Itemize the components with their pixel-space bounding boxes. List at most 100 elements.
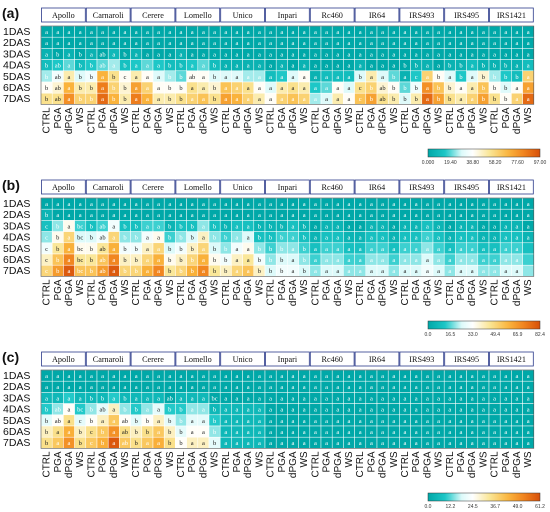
- cultivar-header-box: [85, 7, 131, 23]
- cell-letter: a: [236, 223, 239, 230]
- column-label: CTRL: [445, 107, 456, 134]
- cell-letter: a: [56, 384, 59, 391]
- cell-letter: a: [504, 246, 507, 253]
- cell-letter: a: [303, 74, 306, 81]
- cell-letter: a: [168, 51, 171, 58]
- cell-letter: a: [336, 246, 339, 253]
- cell-letter: a: [292, 51, 295, 58]
- cell-letter: a: [381, 418, 384, 425]
- cell-letter: a: [426, 51, 429, 58]
- cultivar-header-box: [399, 7, 445, 23]
- cell-letter: a: [426, 395, 429, 402]
- column-label: dPGA: [243, 107, 254, 134]
- column-label: CTRL: [355, 279, 366, 306]
- cell-letter: a: [426, 373, 429, 380]
- cell-letter: a: [370, 51, 373, 58]
- cell-letter: a: [504, 440, 507, 447]
- cultivar-label: Rc460: [322, 11, 343, 20]
- cell-letter: a: [224, 63, 227, 70]
- cultivar-header-box: [265, 351, 310, 367]
- cell-letter: a: [157, 201, 160, 208]
- cell-letter: b: [437, 74, 440, 81]
- cell-letter: a: [236, 40, 239, 47]
- cell-letter: b: [135, 440, 138, 447]
- cell-letter: a: [348, 384, 351, 391]
- cell-letter: a: [493, 235, 496, 242]
- cell-letter: a: [236, 246, 239, 253]
- cell-letter: a: [191, 429, 194, 436]
- cell-letter: b: [168, 407, 171, 414]
- cell-letter: b: [123, 268, 126, 275]
- cell-letter: a: [336, 74, 339, 81]
- cell-letter: b: [213, 63, 216, 70]
- cell-letter: a: [359, 246, 362, 253]
- cell-letter: a: [79, 395, 82, 402]
- panel-label: (a): [2, 5, 19, 21]
- cell-letter: a: [392, 235, 395, 242]
- colorbar: [427, 320, 541, 330]
- cell-letter: a: [415, 257, 418, 264]
- cell-letter: a: [135, 373, 138, 380]
- cell-letter: a: [348, 418, 351, 425]
- cell-letter: b: [90, 268, 93, 275]
- cell-letter: a: [404, 212, 407, 219]
- cell-letter: b: [224, 223, 227, 230]
- cell-letter: a: [157, 418, 160, 425]
- cell-letter: a: [146, 51, 149, 58]
- cell-letter: a: [437, 373, 440, 380]
- column-label: dPGA: [422, 451, 433, 478]
- cultivar-label: Inpari: [278, 183, 298, 192]
- heatmap-cell: [522, 242, 535, 255]
- cell-letter: a: [460, 201, 463, 208]
- column-label: CTRL: [400, 107, 411, 134]
- cell-letter: a: [527, 29, 530, 36]
- cell-letter: a: [325, 395, 328, 402]
- cell-letter: a: [135, 74, 138, 81]
- colorbar-tick-label: 38.80: [467, 160, 480, 166]
- cell-letter: ab: [380, 85, 386, 92]
- cell-letter: a: [146, 74, 149, 81]
- column-label: CTRL: [266, 279, 277, 306]
- cell-letter: a: [336, 235, 339, 242]
- cell-letter: a: [146, 40, 149, 47]
- cell-letter: a: [460, 384, 463, 391]
- cell-letter: a: [392, 257, 395, 264]
- cell-letter: a: [392, 40, 395, 47]
- cell-letter: a: [482, 395, 485, 402]
- cell-letter: a: [269, 74, 272, 81]
- cell-letter: a: [370, 268, 373, 275]
- cell-letter: b: [45, 85, 48, 92]
- cell-letter: b: [90, 223, 93, 230]
- cell-letter: a: [146, 373, 149, 380]
- cell-letter: a: [269, 440, 272, 447]
- cell-letter: a: [471, 235, 474, 242]
- column-label: PGA: [501, 107, 512, 128]
- cell-letter: a: [303, 440, 306, 447]
- cell-letter: a: [224, 395, 227, 402]
- cell-letter: a: [471, 223, 474, 230]
- cell-letter: a: [168, 373, 171, 380]
- column-label: CTRL: [266, 451, 277, 478]
- cell-letter: a: [202, 257, 205, 264]
- cell-letter: a: [527, 201, 530, 208]
- cell-letter: b: [179, 429, 182, 436]
- column-label: CTRL: [131, 279, 142, 306]
- cell-letter: a: [314, 395, 317, 402]
- cell-letter: a: [258, 384, 261, 391]
- cell-letter: a: [146, 246, 149, 253]
- cell-letter: a: [292, 257, 295, 264]
- cell-letter: a: [482, 246, 485, 253]
- cell-letter: a: [146, 96, 149, 103]
- cell-letter: a: [292, 235, 295, 242]
- cell-letter: a: [68, 63, 71, 70]
- cell-letter: b: [213, 257, 216, 264]
- cell-letter: b: [280, 235, 283, 242]
- cell-letter: bc: [77, 268, 83, 275]
- row-label: 2DAS: [3, 381, 30, 393]
- cell-letter: a: [79, 29, 82, 36]
- cell-letter: a: [482, 201, 485, 208]
- column-label: PGA: [232, 451, 243, 472]
- cultivar-label: IR64: [369, 355, 385, 364]
- cell-letter: a: [325, 407, 328, 414]
- cell-letter: a: [45, 373, 48, 380]
